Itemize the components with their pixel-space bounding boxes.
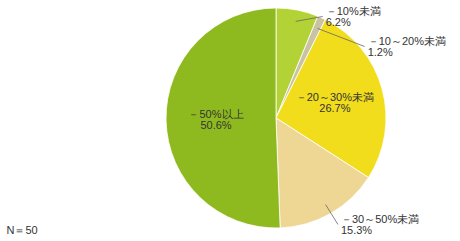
svg-text:－10～20%未満1.2%: －10～20%未満1.2% — [368, 35, 446, 58]
svg-text:－20～30%未満26.7%: －20～30%未満26.7% — [296, 91, 374, 114]
svg-text:－30～50%未満15.3%: －30～50%未満15.3% — [341, 212, 419, 235]
svg-text:N＝50: N＝50 — [7, 224, 38, 236]
svg-text:－50%以上50.6%: －50%以上50.6% — [188, 108, 243, 131]
svg-text:－10%未満6.2%: －10%未満6.2% — [326, 5, 381, 28]
